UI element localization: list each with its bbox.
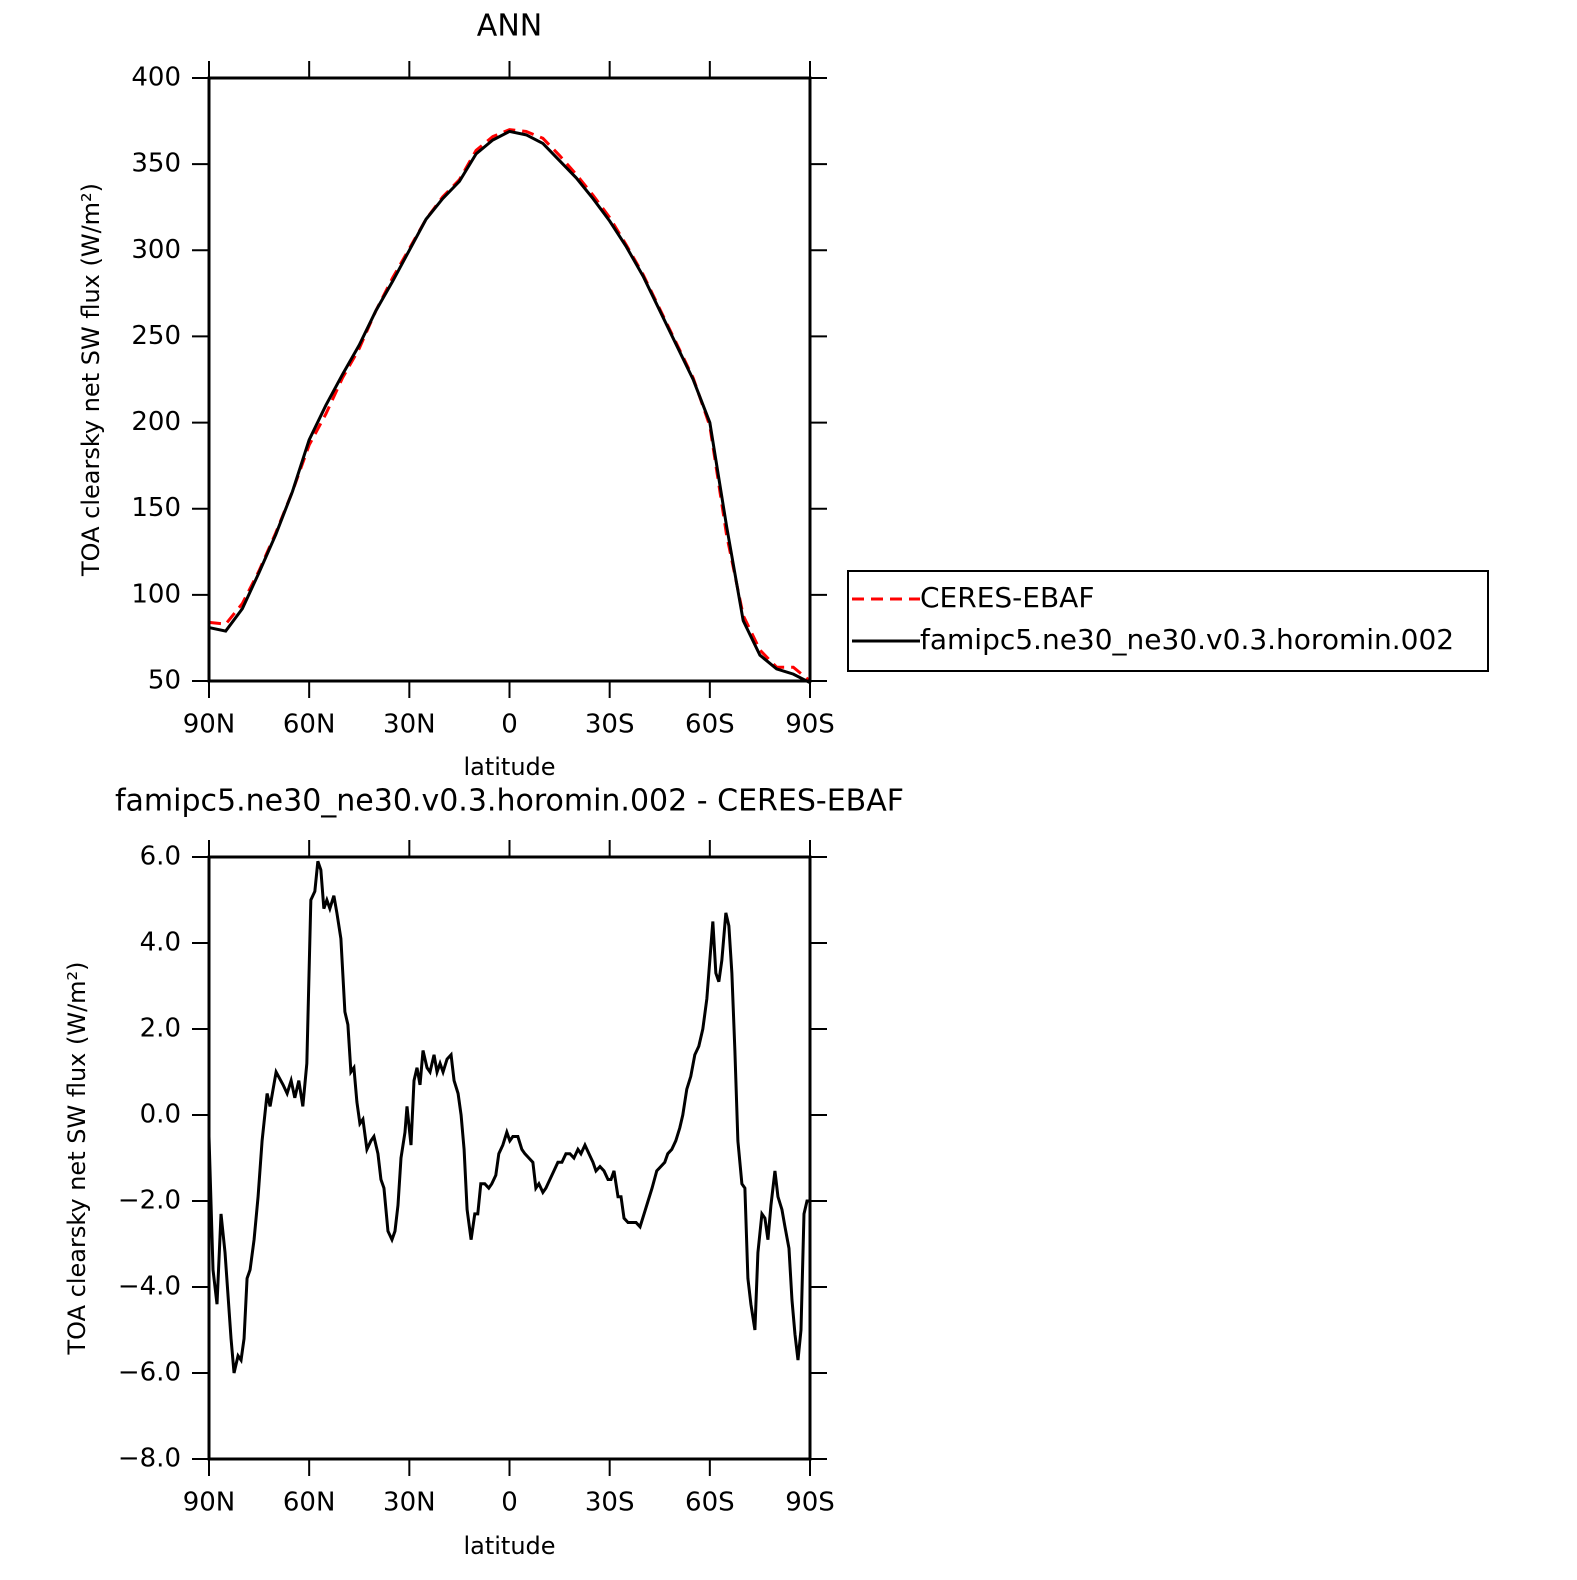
y-tick-label: 4.0 (140, 928, 181, 958)
x-tick-label: 60S (685, 710, 735, 740)
y-tick-label: 6.0 (140, 842, 181, 872)
y-tick-label: −2.0 (118, 1186, 181, 1216)
x-tick-label: 60S (685, 1488, 735, 1518)
x-tick-label: 90N (183, 710, 236, 740)
series-line (208, 128, 811, 683)
y-tick-label: 250 (131, 321, 181, 351)
plot-frame (207, 855, 812, 1461)
y-tick-label: 150 (131, 493, 181, 523)
y-tick-label: 50 (148, 666, 181, 696)
legend-label: famipc5.ne30_ne30.v0.3.horomin.002 (920, 623, 1454, 656)
x-axis-label: latitude (463, 753, 555, 781)
x-tick-label: 90S (785, 710, 835, 740)
chart-title: ANN (477, 9, 542, 44)
y-tick-label: 0.0 (140, 1100, 181, 1130)
x-tick-label: 0 (501, 710, 518, 740)
x-tick-label: 60N (283, 710, 336, 740)
y-axis-label: TOA clearsky net SW flux (W/m²) (77, 183, 105, 577)
y-tick-label: 400 (131, 63, 181, 93)
chart-title: famipc5.ne30_ne30.v0.3.horomin.002 - CER… (115, 784, 904, 819)
x-tick-label: 90N (183, 1488, 236, 1518)
plot-frame (207, 76, 812, 683)
x-axis-label: latitude (463, 1532, 555, 1560)
x-tick-label: 0 (501, 1488, 518, 1518)
y-tick-label: −4.0 (118, 1272, 181, 1302)
x-tick-label: 30N (383, 1488, 436, 1518)
legend: CERES-EBAF famipc5.ne30_ne30.v0.3.horomin… (847, 570, 1489, 672)
y-tick-label: 100 (131, 579, 181, 609)
x-tick-label: 30N (383, 710, 436, 740)
y-tick-label: 200 (131, 407, 181, 437)
y-tick-label: 350 (131, 149, 181, 179)
legend-box (847, 570, 1489, 672)
x-tick-label: 90S (785, 1488, 835, 1518)
legend-label: CERES-EBAF (920, 581, 1094, 614)
y-tick-label: −8.0 (118, 1444, 181, 1474)
y-axis-label: TOA clearsky net SW flux (W/m²) (63, 961, 91, 1355)
series-line (207, 860, 810, 1374)
y-tick-label: 2.0 (140, 1014, 181, 1044)
series-line (208, 129, 811, 685)
x-tick-label: 30S (585, 1488, 635, 1518)
x-tick-label: 60N (283, 1488, 336, 1518)
x-tick-label: 30S (585, 710, 635, 740)
y-tick-label: −6.0 (118, 1358, 181, 1388)
y-tick-label: 300 (131, 235, 181, 265)
